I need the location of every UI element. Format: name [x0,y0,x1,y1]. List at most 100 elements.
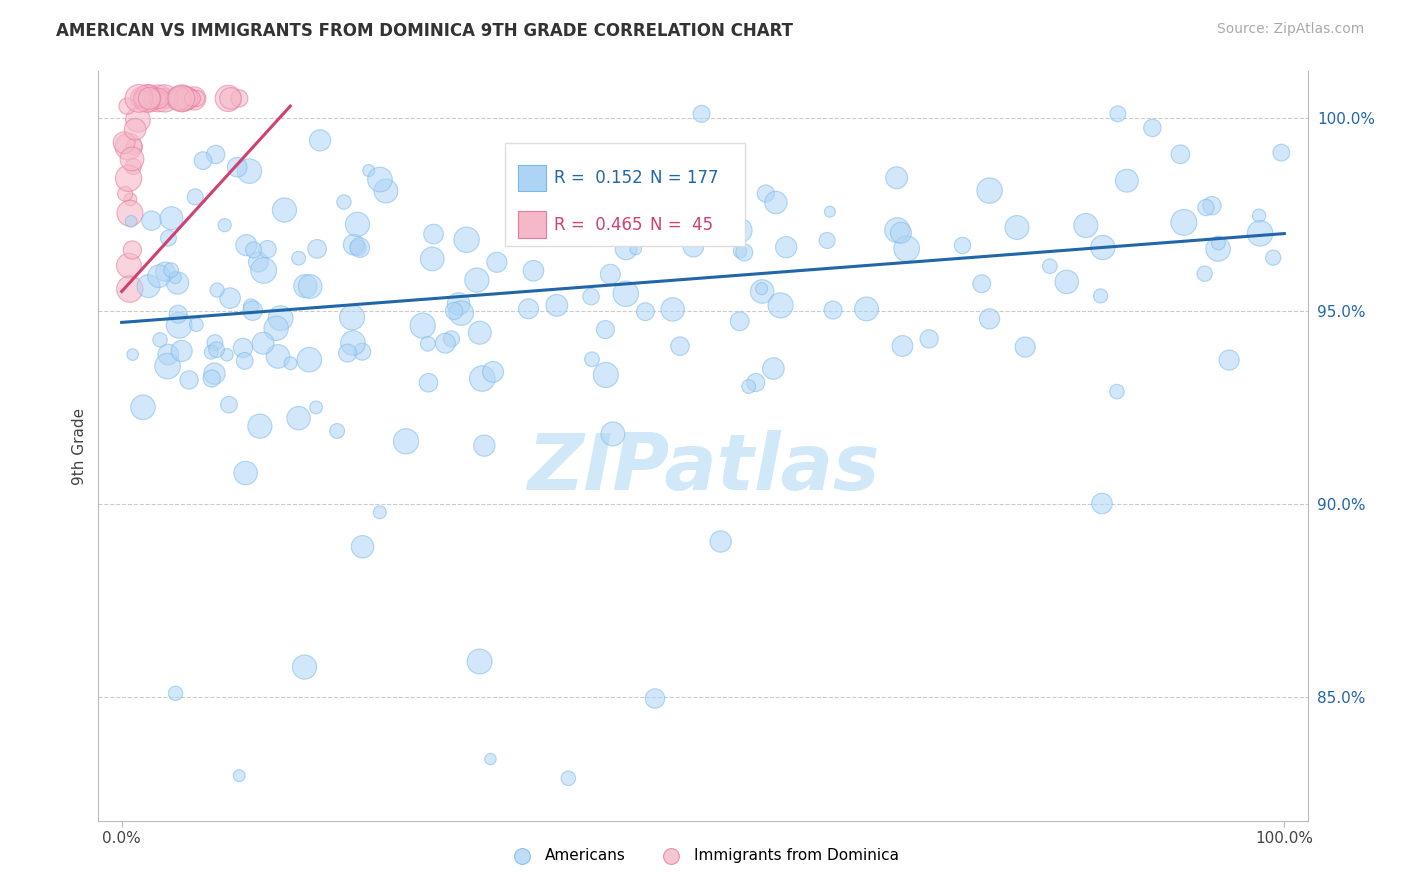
Point [456,233,478,247]
Point [155,91,177,105]
Point [148,269,170,284]
Point [117,171,139,186]
Point [1039,259,1062,273]
Point [204,367,226,381]
Point [420,252,443,266]
Point [128,91,150,105]
Point [443,304,465,318]
Point [167,91,190,105]
Point [135,91,157,105]
Point [166,276,188,290]
Y-axis label: 9th Grade: 9th Grade [72,408,87,484]
Point [153,265,176,279]
Point [167,307,190,321]
Point [368,505,391,519]
Point [176,91,198,105]
Text: ZIPatlas: ZIPatlas [527,431,879,507]
Point [228,91,250,105]
Point [468,326,491,340]
Point [751,285,773,299]
Text: Source: ZipAtlas.com: Source: ZipAtlas.com [1216,22,1364,37]
Point [169,91,191,105]
Point [117,139,139,153]
Point [346,218,368,232]
Point [280,356,302,370]
Legend: Americans, Immigrants from Dominica: Americans, Immigrants from Dominica [501,842,905,869]
Point [422,227,444,241]
Point [682,239,704,253]
Point [465,273,488,287]
Point [357,163,380,178]
Point [181,91,204,105]
Point [1090,289,1112,303]
Point [200,345,222,359]
Point [165,686,187,700]
Point [249,419,271,434]
Point [818,204,841,219]
Point [204,335,226,350]
Point [769,298,792,312]
Point [138,91,160,105]
Point [118,206,141,220]
Point [352,344,374,359]
Point [1195,201,1218,215]
Point [886,170,908,185]
Point [621,193,644,207]
Point [170,343,193,358]
Point [1249,209,1271,223]
Point [205,343,228,357]
Point [602,426,624,441]
Point [233,354,256,368]
Point [217,91,239,105]
Point [253,263,276,277]
Point [1115,174,1137,188]
Point [299,279,322,293]
Point [595,322,617,336]
Point [728,244,751,259]
Point [219,91,242,105]
Point [374,184,396,198]
Point [149,91,172,105]
Point [201,371,224,385]
Point [979,184,1001,198]
Point [482,365,505,379]
Point [238,164,260,178]
Point [219,291,242,305]
Point [242,243,264,257]
Point [1107,107,1129,121]
Point [148,91,170,105]
Point [240,300,263,314]
Point [952,238,974,252]
Point [1201,199,1223,213]
Point [309,133,332,147]
Point [755,186,778,201]
Point [118,259,141,273]
Point [149,333,172,347]
Point [264,321,287,335]
Point [232,341,254,355]
Point [186,318,208,332]
Point [412,318,434,333]
Point [342,336,364,351]
Point [395,434,418,449]
Point [1005,220,1028,235]
Point [896,242,918,256]
Point [678,221,700,235]
Point [579,290,602,304]
Point [287,411,309,425]
Point [434,336,457,351]
Point [172,91,194,105]
Point [890,226,912,240]
Point [186,91,208,105]
Point [343,237,366,252]
Point [471,371,494,385]
Point [513,168,536,182]
Point [1173,215,1195,229]
Point [120,214,142,228]
Point [733,245,755,260]
Point [148,91,170,105]
Point [1206,242,1229,256]
Text: R =  0.465: R = 0.465 [554,216,643,234]
Point [669,339,692,353]
Point [307,242,329,256]
